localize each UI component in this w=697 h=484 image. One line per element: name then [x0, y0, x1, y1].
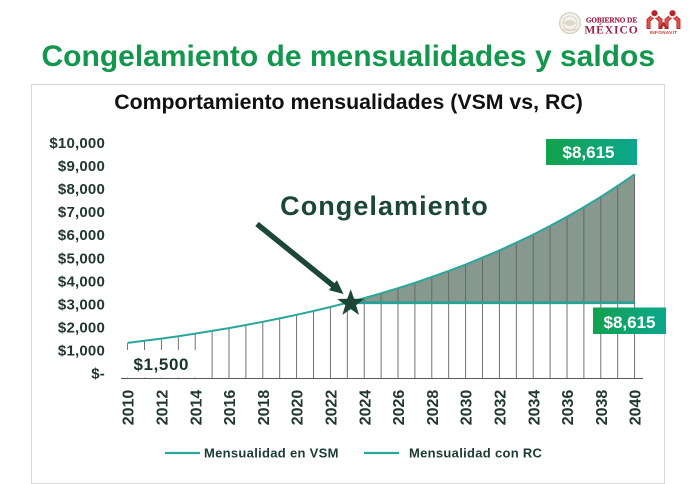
svg-text:2020: 2020 [290, 390, 307, 426]
svg-text:2028: 2028 [425, 390, 442, 426]
svg-text:2036: 2036 [560, 390, 577, 426]
svg-text:2014: 2014 [188, 390, 205, 426]
svg-text:Mensualidad con RC: Mensualidad con RC [409, 446, 543, 461]
svg-text:$8,615: $8,615 [563, 143, 615, 162]
svg-text:$10,000: $10,000 [49, 135, 105, 152]
svg-text:$5,000: $5,000 [58, 250, 105, 267]
svg-text:$8,000: $8,000 [58, 181, 105, 198]
svg-text:2022: 2022 [324, 390, 341, 426]
svg-text:$4,000: $4,000 [58, 273, 105, 290]
svg-text:$6,000: $6,000 [58, 227, 105, 244]
svg-text:2034: 2034 [526, 390, 543, 426]
svg-text:2030: 2030 [459, 390, 476, 426]
svg-text:Congelamiento: Congelamiento [280, 191, 489, 221]
svg-text:Mensualidad en VSM: Mensualidad en VSM [204, 446, 339, 461]
svg-text:2012: 2012 [155, 390, 172, 426]
svg-text:2038: 2038 [594, 390, 611, 426]
svg-text:INFONAVIT: INFONAVIT [650, 30, 678, 36]
svg-text:MÉXICO: MÉXICO [584, 23, 638, 37]
svg-text:2032: 2032 [493, 390, 510, 426]
svg-text:GOBIERNO DE: GOBIERNO DE [586, 17, 638, 25]
svg-text:2024: 2024 [357, 390, 374, 426]
svg-text:2018: 2018 [256, 390, 273, 426]
svg-text:$1,000: $1,000 [58, 343, 105, 360]
svg-text:2026: 2026 [391, 390, 408, 426]
svg-text:$8,615: $8,615 [604, 313, 656, 332]
svg-text:$7,000: $7,000 [58, 204, 105, 221]
svg-text:$2,000: $2,000 [58, 320, 105, 337]
svg-text:2040: 2040 [628, 390, 645, 426]
svg-text:$9,000: $9,000 [58, 158, 105, 175]
svg-text:$1,500: $1,500 [134, 355, 190, 374]
svg-text:2010: 2010 [121, 390, 138, 426]
svg-text:$3,000: $3,000 [58, 296, 105, 313]
svg-text:2016: 2016 [222, 390, 239, 426]
svg-text:$-: $- [91, 366, 105, 383]
